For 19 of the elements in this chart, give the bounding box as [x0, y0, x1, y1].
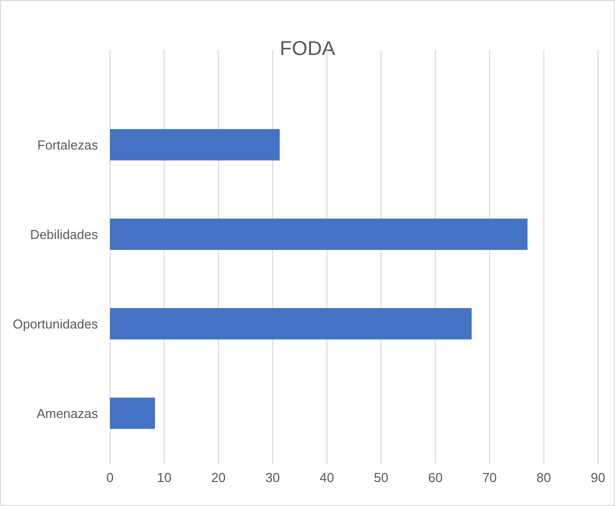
- x-tick-label: 10: [156, 470, 172, 485]
- x-tick-label: 40: [320, 470, 334, 485]
- bar: [110, 308, 472, 340]
- x-tick-label: 80: [536, 470, 552, 485]
- bar: [110, 398, 156, 429]
- x-tick-label: 30: [265, 470, 280, 485]
- y-tick-label: Amenazas: [36, 406, 98, 421]
- y-tick-label: Debilidades: [30, 226, 98, 242]
- x-tick-label: 0: [106, 470, 114, 485]
- bar: [110, 218, 528, 250]
- chart-title: FODA: [280, 38, 336, 60]
- x-tick-label: 60: [428, 470, 443, 485]
- y-tick-label: Fortalezas: [37, 137, 98, 152]
- x-tick-label: 70: [482, 470, 497, 485]
- x-tick-label: 90: [590, 470, 606, 485]
- y-tick-label: Oportunidades: [12, 316, 98, 332]
- x-tick-label: 50: [374, 470, 388, 485]
- bar: [110, 129, 280, 160]
- x-tick-label: 20: [211, 470, 226, 485]
